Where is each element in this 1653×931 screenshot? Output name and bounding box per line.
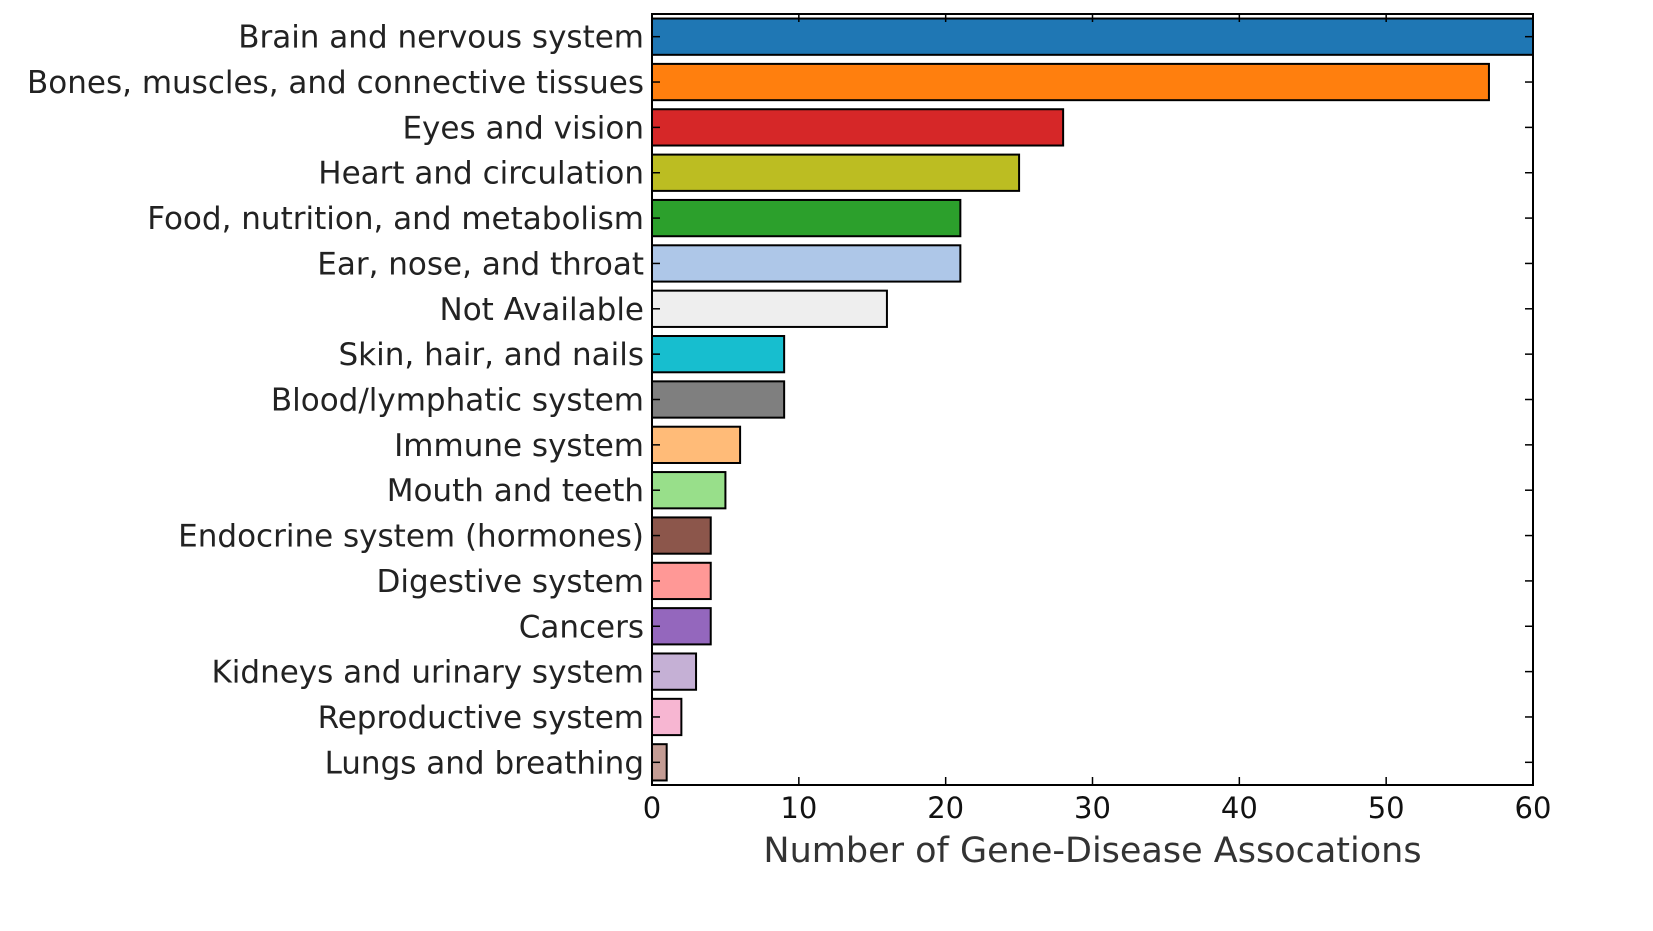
category-label: Ear, nose, and throat	[317, 246, 644, 282]
category-label: Cancers	[519, 609, 644, 645]
category-label: Endocrine system (hormones)	[178, 519, 644, 555]
plot-frame	[651, 13, 1534, 786]
category-label: Kidneys and urinary system	[211, 655, 644, 691]
category-label: Brain and nervous system	[238, 20, 644, 56]
bar-13	[651, 607, 712, 646]
category-label: Skin, hair, and nails	[338, 337, 644, 373]
bar-2	[651, 108, 1065, 147]
category-label: Immune system	[394, 428, 644, 464]
y-axis-ticks	[652, 35, 1533, 764]
category-label: Bones, muscles, and connective tissues	[27, 65, 644, 101]
bar-0	[651, 17, 1534, 56]
bar-5	[651, 244, 962, 283]
bar-9	[651, 425, 742, 464]
category-labels: Brain and nervous system Bones, muscles, …	[27, 20, 644, 782]
category-label: Mouth and teeth	[387, 473, 644, 509]
x-axis-ticks: 0 10 20 30 40 50 60	[643, 14, 1552, 825]
category-label: Food, nutrition, and metabolism	[147, 201, 644, 237]
category-label: Blood/lymphatic system	[271, 383, 644, 419]
bar-6	[651, 289, 888, 328]
category-label: Reproductive system	[318, 700, 644, 736]
bar-3	[651, 153, 1021, 192]
x-tick-label: 60	[1515, 791, 1552, 825]
category-label: Not Available	[440, 292, 644, 328]
bar-10	[651, 471, 727, 510]
bars-group	[651, 17, 1534, 782]
x-tick-label: 0	[643, 791, 661, 825]
bar-12	[651, 561, 712, 601]
category-label: Lungs and breathing	[325, 745, 644, 781]
category-label: Heart and circulation	[318, 156, 644, 192]
x-axis-title: Number of Gene-Disease Assocations	[763, 831, 1421, 871]
bar-4	[651, 198, 962, 238]
bar-1	[651, 62, 1490, 102]
x-tick-label: 10	[780, 791, 817, 825]
bar-8	[651, 380, 786, 419]
x-tick-label: 30	[1074, 791, 1111, 825]
x-tick-label: 40	[1221, 791, 1258, 825]
category-label: Eyes and vision	[402, 110, 644, 146]
x-tick-label: 20	[927, 791, 964, 825]
bar-11	[651, 516, 712, 555]
bar-7	[651, 335, 786, 374]
category-label: Digestive system	[377, 564, 645, 600]
x-tick-label: 50	[1368, 791, 1405, 825]
